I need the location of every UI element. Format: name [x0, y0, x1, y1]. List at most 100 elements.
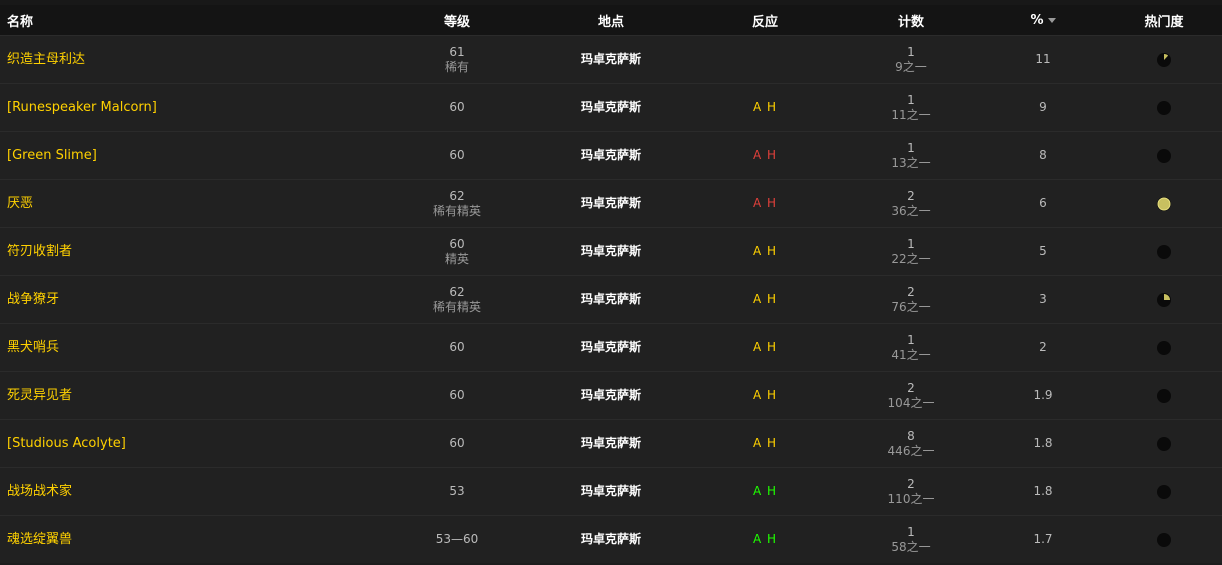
count-of: 110之一 — [887, 491, 935, 506]
count-of: 76之一 — [891, 299, 931, 314]
location-link[interactable]: 玛卓克萨斯 — [534, 323, 688, 372]
level: 62 — [449, 188, 465, 203]
npc-name-link[interactable]: 符刃收割者 — [0, 227, 380, 276]
popularity-pie-icon — [1157, 340, 1171, 355]
popularity-cell — [1106, 227, 1222, 276]
reaction: A H — [688, 83, 842, 132]
reaction: A H — [688, 131, 842, 180]
count-cell: 1 9之一 — [842, 35, 980, 84]
count-cell: 1 58之一 — [842, 515, 980, 563]
popularity-cell — [1106, 419, 1222, 468]
count-cell: 1 11之一 — [842, 83, 980, 132]
table-row[interactable]: 黑犬哨兵 60 玛卓克萨斯 A H 1 41之一 2 — [0, 323, 1222, 372]
location-link[interactable]: 玛卓克萨斯 — [534, 179, 688, 228]
popularity-pie-icon — [1157, 484, 1171, 499]
rank: 稀有 — [444, 59, 469, 74]
sort-desc-icon — [1047, 17, 1056, 23]
location-link[interactable]: 玛卓克萨斯 — [534, 467, 688, 516]
level-cell: 60 — [380, 83, 534, 132]
percent: 11 — [980, 35, 1106, 84]
reaction: A H — [688, 275, 842, 324]
level-cell: 53 — [380, 467, 534, 516]
level-cell: 61 稀有 — [380, 35, 534, 84]
count-of: 11之一 — [891, 107, 931, 122]
location-link[interactable]: 玛卓克萨斯 — [534, 227, 688, 276]
percent: 5 — [980, 227, 1106, 276]
count: 1 — [907, 140, 915, 155]
npc-name-link[interactable]: [Green Slime] — [0, 131, 380, 180]
popularity-cell — [1106, 515, 1222, 563]
level-cell: 53—60 — [380, 515, 534, 563]
location-link[interactable]: 玛卓克萨斯 — [534, 515, 688, 563]
table-row[interactable]: 厌恶 62 稀有精英 玛卓克萨斯 A H 2 36之一 6 — [0, 179, 1222, 228]
table-row[interactable]: [Runespeaker Malcorn] 60 玛卓克萨斯 A H 1 11之一… — [0, 83, 1222, 132]
npc-name-link[interactable]: 死灵异见者 — [0, 371, 380, 420]
popularity-cell — [1106, 275, 1222, 324]
level-cell: 60 — [380, 131, 534, 180]
count-of: 446之一 — [887, 443, 935, 458]
npc-name-link[interactable]: 战场战术家 — [0, 467, 380, 516]
popularity-pie-icon — [1157, 196, 1171, 211]
npc-name-link[interactable]: 战争獠牙 — [0, 275, 380, 324]
npc-name-link[interactable]: 魂选绽翼兽 — [0, 515, 380, 563]
level-cell: 62 稀有精英 — [380, 275, 534, 324]
popularity-pie-icon — [1157, 388, 1171, 403]
percent: 2 — [980, 323, 1106, 372]
count-cell: 2 76之一 — [842, 275, 980, 324]
table-row[interactable]: 织造主母利达 61 稀有 玛卓克萨斯 1 9之一 11 — [0, 35, 1222, 84]
npc-name-link[interactable]: [Studious Acolyte] — [0, 419, 380, 468]
top-strip — [0, 0, 1222, 5]
count: 1 — [907, 44, 915, 59]
count-cell: 1 22之一 — [842, 227, 980, 276]
header-level[interactable]: 等级 — [380, 5, 534, 36]
rank: 稀有精英 — [432, 203, 481, 218]
table-row[interactable]: 战争獠牙 62 稀有精英 玛卓克萨斯 A H 2 76之一 3 — [0, 275, 1222, 324]
location-link[interactable]: 玛卓克萨斯 — [534, 371, 688, 420]
header-popularity[interactable]: 热门度 — [1106, 5, 1222, 36]
popularity-pie-icon — [1157, 532, 1171, 547]
table-row[interactable]: [Studious Acolyte] 60 玛卓克萨斯 A H 8 446之一 1… — [0, 419, 1222, 468]
table-row[interactable]: [Green Slime] 60 玛卓克萨斯 A H 1 13之一 8 — [0, 131, 1222, 180]
level-cell: 62 稀有精英 — [380, 179, 534, 228]
popularity-pie-icon — [1157, 148, 1171, 163]
count: 2 — [907, 476, 915, 491]
popularity-cell — [1106, 371, 1222, 420]
percent: 1.8 — [980, 419, 1106, 468]
header-percent[interactable]: % — [980, 5, 1106, 36]
npc-name-link[interactable]: 黑犬哨兵 — [0, 323, 380, 372]
location-link[interactable]: 玛卓克萨斯 — [534, 275, 688, 324]
level-cell: 60 精英 — [380, 227, 534, 276]
table-row[interactable]: 符刃收割者 60 精英 玛卓克萨斯 A H 1 22之一 5 — [0, 227, 1222, 276]
popularity-cell — [1106, 323, 1222, 372]
header-count[interactable]: 计数 — [842, 5, 980, 36]
table-row[interactable]: 魂选绽翼兽 53—60 玛卓克萨斯 A H 1 58之一 1.7 — [0, 515, 1222, 563]
location-link[interactable]: 玛卓克萨斯 — [534, 83, 688, 132]
count-cell: 1 41之一 — [842, 323, 980, 372]
popularity-pie-icon — [1157, 436, 1171, 451]
table-row[interactable]: 战场战术家 53 玛卓克萨斯 A H 2 110之一 1.8 — [0, 467, 1222, 516]
count-of: 36之一 — [891, 203, 931, 218]
percent: 9 — [980, 83, 1106, 132]
npc-name-link[interactable]: 厌恶 — [0, 179, 380, 228]
header-reaction[interactable]: 反应 — [688, 5, 842, 36]
percent: 6 — [980, 179, 1106, 228]
count-cell: 2 36之一 — [842, 179, 980, 228]
location-link[interactable]: 玛卓克萨斯 — [534, 419, 688, 468]
rank: 稀有精英 — [432, 299, 481, 314]
count-of: 41之一 — [891, 347, 931, 362]
level: 62 — [449, 284, 465, 299]
header-location[interactable]: 地点 — [534, 5, 688, 36]
npc-name-link[interactable]: 织造主母利达 — [0, 35, 380, 84]
reaction: A H — [688, 419, 842, 468]
npc-name-link[interactable]: [Runespeaker Malcorn] — [0, 83, 380, 132]
count-cell: 2 104之一 — [842, 371, 980, 420]
count: 2 — [907, 380, 915, 395]
location-link[interactable]: 玛卓克萨斯 — [534, 35, 688, 84]
popularity-cell — [1106, 131, 1222, 180]
level: 60 — [449, 340, 465, 354]
table-row[interactable]: 死灵异见者 60 玛卓克萨斯 A H 2 104之一 1.9 — [0, 371, 1222, 420]
reaction: A H — [688, 179, 842, 228]
reaction: A H — [688, 467, 842, 516]
header-name[interactable]: 名称 — [0, 5, 380, 36]
location-link[interactable]: 玛卓克萨斯 — [534, 131, 688, 180]
